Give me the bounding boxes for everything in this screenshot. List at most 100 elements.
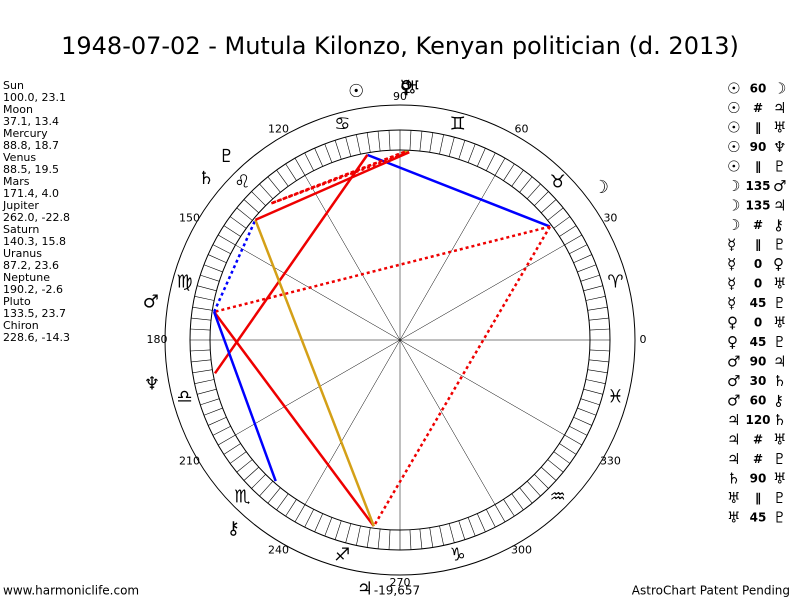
planet-coords: 100.0, 23.1 bbox=[3, 91, 66, 104]
ring-tick bbox=[192, 306, 213, 311]
ring-tick bbox=[448, 523, 455, 543]
sign-glyph: ♏ bbox=[234, 487, 250, 508]
ring-tick bbox=[217, 234, 236, 246]
house-line bbox=[235, 244, 565, 436]
ring-tick bbox=[485, 509, 496, 528]
planet-coords: 171.4, 4.0 bbox=[3, 187, 59, 200]
ring-tick bbox=[458, 140, 466, 160]
ring-tick bbox=[236, 459, 253, 473]
aspect-type: 0 bbox=[754, 316, 762, 330]
aspect-type: 60 bbox=[750, 394, 767, 408]
ring-tick bbox=[377, 131, 381, 152]
ring-tick bbox=[573, 417, 592, 426]
aspect-planet: ☽ bbox=[773, 80, 786, 98]
ring-tick bbox=[194, 379, 215, 384]
aspect-planet: ☿ bbox=[727, 275, 736, 293]
aspect-type: # bbox=[753, 452, 763, 466]
planet-glyph: ♃ bbox=[357, 579, 373, 600]
planet-coords: 228.6, -14.3 bbox=[3, 331, 70, 344]
aspect-planet: ♃ bbox=[773, 353, 786, 371]
planet-name: Jupiter bbox=[2, 199, 39, 212]
ring-tick bbox=[467, 517, 476, 537]
sign-glyph: ♉ bbox=[550, 171, 566, 192]
degree-label: 30 bbox=[603, 212, 617, 225]
sign-glyph: ♎ bbox=[177, 387, 193, 408]
aspect-planet: ♃ bbox=[727, 411, 740, 429]
ring-tick bbox=[534, 191, 549, 206]
aspect-type: # bbox=[753, 101, 763, 115]
sign-glyph: ♐ bbox=[334, 544, 350, 565]
ring-tick bbox=[324, 517, 333, 537]
ring-tick bbox=[197, 388, 217, 395]
aspect-type: 60 bbox=[750, 82, 767, 96]
ring-tick bbox=[304, 152, 315, 171]
degree-label: 300 bbox=[511, 543, 532, 556]
ring-tick bbox=[458, 520, 466, 540]
ring-tick bbox=[485, 152, 496, 171]
aspect-planet: ♃ bbox=[773, 197, 786, 215]
aspect-planet: ☽ bbox=[727, 216, 740, 234]
ring-tick bbox=[294, 157, 306, 176]
ring-tick bbox=[388, 130, 391, 151]
ring-tick bbox=[588, 359, 609, 363]
degree-label: 60 bbox=[515, 123, 529, 136]
planet-glyph: ♄ bbox=[198, 168, 214, 189]
planet-name: Sun bbox=[3, 79, 24, 92]
sign-glyph: ♒ bbox=[550, 487, 566, 508]
aspect-planet: ♅ bbox=[773, 314, 786, 332]
ring-tick bbox=[251, 191, 266, 206]
ring-tick bbox=[569, 425, 588, 436]
ring-tick bbox=[267, 487, 281, 504]
aspect-planet: ♅ bbox=[727, 489, 740, 507]
aspect-planet: ♅ bbox=[773, 275, 786, 293]
ring-tick bbox=[223, 443, 241, 455]
aspect-planet: ♇ bbox=[773, 450, 786, 468]
aspect-planet: ☉ bbox=[727, 158, 740, 176]
planet-name: Chiron bbox=[3, 319, 39, 332]
ring-tick bbox=[547, 207, 564, 221]
ring-tick bbox=[564, 434, 583, 446]
degree-label: 240 bbox=[268, 543, 289, 556]
ring-tick bbox=[267, 176, 281, 193]
ring-tick bbox=[294, 504, 306, 523]
aspect-planet: ⚷ bbox=[773, 216, 784, 234]
ring-tick bbox=[345, 137, 352, 157]
ring-tick bbox=[236, 207, 253, 221]
aspect-line bbox=[270, 151, 410, 205]
ring-tick bbox=[439, 134, 444, 155]
ring-tick bbox=[223, 225, 241, 237]
planet-glyph: ☉ bbox=[348, 81, 364, 102]
title: 1948-07-02 - Mutula Kilonzo, Kenyan poli… bbox=[61, 32, 739, 60]
planet-coords: 88.8, 18.7 bbox=[3, 139, 59, 152]
planet-glyph: ♇ bbox=[218, 146, 234, 167]
aspect-planet: ♀ bbox=[773, 255, 784, 273]
footer-right: AstroChart Patent Pending bbox=[632, 584, 790, 598]
aspect-type: 90 bbox=[750, 472, 767, 486]
degree-label: 180 bbox=[147, 333, 168, 346]
ring-tick bbox=[208, 254, 227, 263]
ring-tick bbox=[589, 349, 610, 352]
ring-tick bbox=[409, 130, 412, 151]
ring-tick bbox=[314, 513, 323, 532]
aspect-planet: ♇ bbox=[773, 236, 786, 254]
aspect-line bbox=[372, 225, 552, 527]
aspect-planet: ♅ bbox=[773, 470, 786, 488]
ring-tick bbox=[587, 369, 608, 374]
degree-label: 210 bbox=[179, 455, 200, 468]
ring-tick bbox=[366, 132, 371, 153]
aspect-type: 45 bbox=[750, 335, 767, 349]
ring-tick bbox=[585, 296, 606, 301]
ring-tick bbox=[419, 528, 423, 549]
aspect-type: 45 bbox=[750, 511, 767, 525]
aspect-planet: ♃ bbox=[773, 99, 786, 117]
aspect-planet: ♅ bbox=[773, 119, 786, 137]
aspect-planet: ☉ bbox=[727, 80, 740, 98]
aspect-planet: ♃ bbox=[727, 431, 740, 449]
ring-tick bbox=[429, 132, 434, 153]
ring-tick bbox=[194, 296, 215, 301]
aspect-planet: ☽ bbox=[727, 177, 740, 195]
ring-tick bbox=[208, 417, 227, 426]
ring-tick bbox=[583, 388, 603, 395]
planet-glyph: ♂ bbox=[143, 291, 159, 312]
ring-tick bbox=[580, 398, 600, 406]
